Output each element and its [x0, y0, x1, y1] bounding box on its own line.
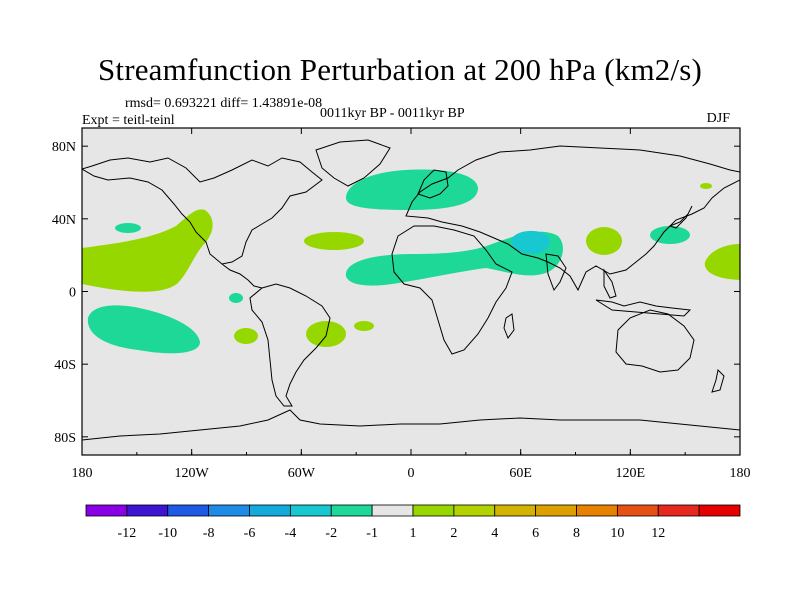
colorbar-label: 8	[573, 526, 580, 541]
colorbar-label: -12	[118, 526, 137, 541]
kamchatka-positive-region	[700, 183, 712, 189]
colorbar-box	[126, 504, 169, 517]
plot-title: Streamfunction Perturbation at 200 hPa (…	[97, 52, 703, 87]
x-axis: 180 120W 60W 0 60E 120E 180	[72, 128, 751, 481]
colorbar-label: -8	[203, 526, 215, 541]
y-tick-label: 40N	[52, 213, 76, 228]
y-axis: 80N 40N 0 40S 80S	[52, 140, 740, 446]
southeast-asia-coastline	[603, 268, 617, 299]
north-pacific-negative-region	[115, 223, 141, 233]
x-tick-label: 120W	[175, 466, 210, 481]
colorbar-label: 1	[410, 526, 417, 541]
greenland-coastline	[315, 139, 391, 187]
south-atlantic-positive-region	[354, 321, 374, 331]
europe-asia-coastline	[405, 145, 740, 292]
stats-line: rmsd= 0.693221 diff= 1.43891e-08	[125, 96, 323, 111]
colorbar-box	[412, 504, 455, 517]
y-tick-label: 80N	[52, 140, 76, 155]
x-tick-label: 0	[408, 466, 415, 481]
x-tick-label: 120E	[616, 466, 646, 481]
north-america-coastline	[82, 157, 323, 265]
south-pacific-negative-region	[87, 305, 200, 354]
madagascar-coastline	[503, 313, 515, 340]
colorbar-label: -2	[325, 526, 337, 541]
y-tick-label: 0	[69, 286, 76, 301]
colorbar-box	[616, 504, 659, 517]
x-tick-label: 180	[730, 466, 751, 481]
x-tick-label: 60W	[288, 466, 316, 481]
africa-coastline	[391, 225, 513, 355]
colorbar-box	[330, 504, 373, 517]
indonesia-coastline	[595, 299, 692, 317]
x-tick-label: 60E	[509, 466, 532, 481]
colorbar-box	[576, 504, 618, 517]
colorbar-label: 4	[491, 526, 498, 541]
x-tick-label: 180	[72, 466, 93, 481]
pacific-north-positive-region	[82, 209, 213, 292]
bay-of-bengal-positive-region	[586, 227, 622, 255]
colorbar-box	[535, 504, 577, 517]
arabia-strong-negative-region	[511, 230, 551, 254]
south-america-coastline	[249, 283, 331, 407]
colorbar: -12 -10 -8 -6 -4 -2 -1 1 2 4 6 8 10 12	[85, 504, 741, 541]
positive-anomaly-regions	[82, 183, 740, 347]
japan-negative-region	[650, 226, 690, 244]
period-label: 0011kyr BP - 0011kyr BP	[320, 106, 465, 121]
antarctica-coastline	[82, 409, 740, 441]
central-america-coastline	[221, 263, 263, 289]
west-pacific-positive-region	[704, 244, 740, 280]
colorbar-box	[657, 504, 700, 517]
colorbar-label: 10	[610, 526, 624, 541]
colorbar-label: -6	[244, 526, 256, 541]
y-tick-label: 40S	[54, 358, 76, 373]
experiment-label: Expt = teitl-teinl	[82, 113, 175, 128]
coastlines	[82, 139, 740, 441]
strong-negative-anomaly-regions	[511, 230, 551, 254]
colorbar-box	[453, 504, 496, 517]
colorbar-box	[698, 504, 741, 517]
subtropical-band-negative-region	[345, 231, 563, 286]
new-zealand-coastline	[711, 368, 725, 393]
colorbar-box	[494, 504, 537, 517]
season-label: DJF	[706, 111, 730, 126]
east-pacific-negative-region	[229, 293, 243, 303]
colorbar-label: -10	[158, 526, 177, 541]
colorbar-label: -4	[285, 526, 297, 541]
india-coastline	[545, 253, 567, 292]
colorbar-box	[371, 504, 414, 517]
scandinavia-coastline	[417, 169, 449, 199]
colorbar-box	[85, 504, 128, 517]
colorbar-label: 2	[450, 526, 457, 541]
japan-coastline	[668, 205, 693, 229]
colorbar-box	[167, 504, 210, 517]
colorbar-box	[208, 504, 250, 517]
colorbar-box	[289, 504, 332, 517]
south-pacific-positive-region	[234, 328, 258, 344]
y-tick-label: 80S	[54, 431, 76, 446]
atlantic-positive-region	[304, 232, 364, 250]
colorbar-label: -1	[366, 526, 378, 541]
colorbar-label: 6	[532, 526, 539, 541]
australia-coastline	[615, 309, 695, 373]
colorbar-box	[249, 504, 291, 517]
colorbar-label: 12	[651, 526, 665, 541]
